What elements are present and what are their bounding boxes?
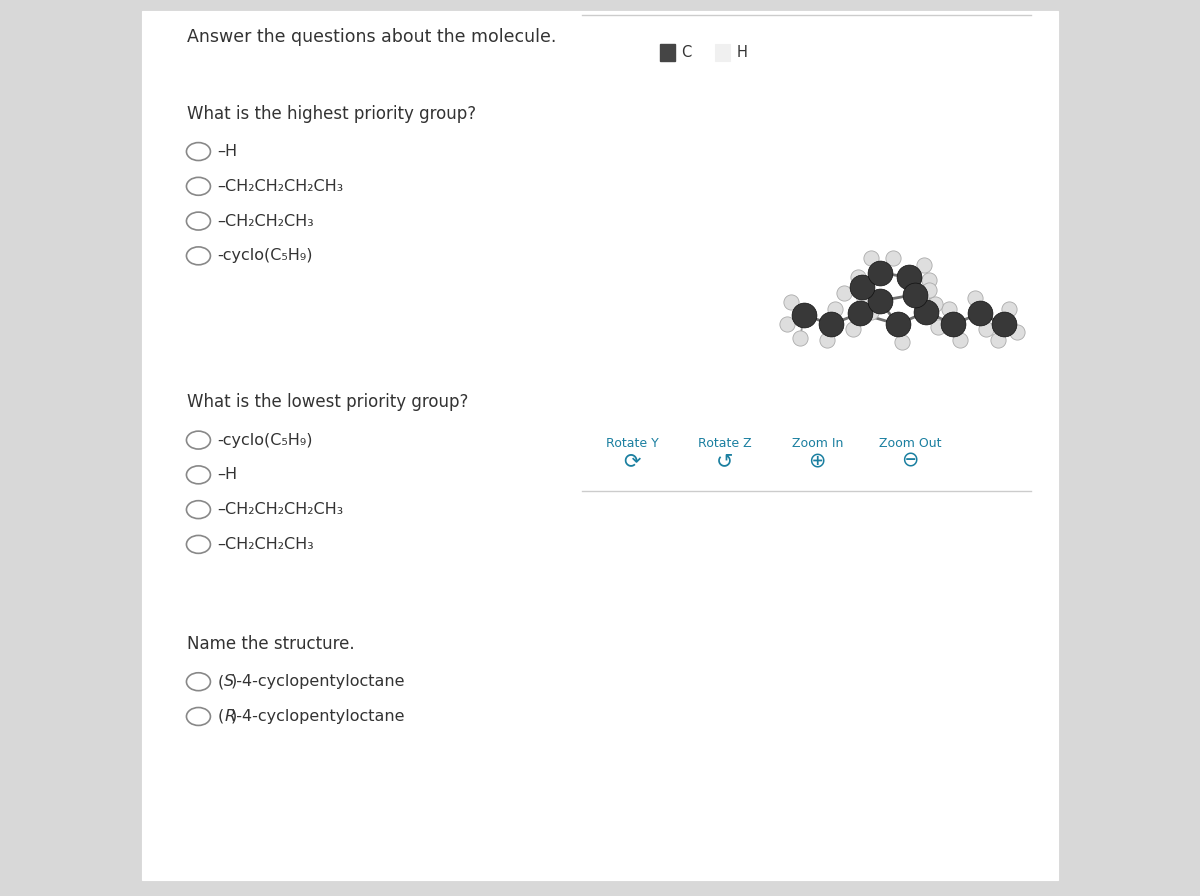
Point — [883, 251, 902, 265]
Text: H: H — [737, 45, 748, 60]
Text: )-4-cyclopentyloctane: )-4-cyclopentyloctane — [230, 709, 406, 724]
Point — [912, 289, 931, 303]
Point — [817, 332, 836, 347]
Circle shape — [186, 431, 210, 449]
Text: –CH₂CH₂CH₃: –CH₂CH₂CH₃ — [217, 213, 314, 228]
Text: Rotate Y: Rotate Y — [606, 436, 659, 450]
Point — [914, 258, 934, 272]
Point — [794, 308, 814, 323]
Text: –H: –H — [217, 468, 238, 482]
Text: What is the lowest priority group?: What is the lowest priority group? — [187, 393, 469, 411]
Point — [919, 273, 938, 288]
Circle shape — [186, 501, 210, 519]
Text: C: C — [682, 45, 691, 60]
Circle shape — [186, 466, 210, 484]
Point — [940, 301, 959, 315]
Point — [854, 290, 874, 305]
Point — [893, 334, 912, 349]
Point — [970, 306, 989, 321]
Text: –H: –H — [217, 144, 238, 159]
Text: )-4-cyclopentyloctane: )-4-cyclopentyloctane — [230, 674, 406, 689]
Point — [851, 306, 870, 321]
Text: R: R — [224, 709, 235, 724]
Point — [778, 317, 797, 332]
Text: ⟳: ⟳ — [623, 451, 641, 471]
Bar — [660, 45, 676, 61]
Text: (: ( — [217, 674, 224, 689]
Point — [835, 286, 854, 300]
Point — [906, 288, 925, 302]
Text: S: S — [224, 674, 234, 689]
Point — [826, 301, 845, 315]
Point — [925, 297, 944, 311]
Point — [943, 317, 962, 332]
Circle shape — [186, 177, 210, 195]
Circle shape — [186, 142, 210, 160]
Point — [919, 282, 938, 297]
Point — [870, 265, 889, 280]
Point — [917, 305, 936, 319]
Point — [852, 280, 871, 294]
Circle shape — [186, 536, 210, 554]
Text: –CH₂CH₂CH₂CH₃: –CH₂CH₂CH₂CH₃ — [217, 179, 344, 194]
Point — [862, 251, 881, 265]
Circle shape — [186, 212, 210, 230]
Point — [950, 332, 970, 347]
Point — [998, 301, 1018, 315]
Point — [995, 317, 1014, 332]
Circle shape — [186, 673, 210, 691]
Point — [844, 322, 863, 336]
Circle shape — [186, 247, 210, 265]
Text: –CH₂CH₂CH₂CH₃: –CH₂CH₂CH₂CH₃ — [217, 502, 344, 517]
Text: ⊖: ⊖ — [901, 451, 919, 471]
Point — [1008, 325, 1027, 340]
Point — [988, 332, 1007, 347]
Text: –CH₂CH₂CH₃: –CH₂CH₂CH₃ — [217, 537, 314, 552]
Point — [977, 322, 996, 336]
Point — [862, 305, 881, 319]
Text: -cyclo(C₅H₉): -cyclo(C₅H₉) — [217, 248, 313, 263]
Point — [848, 270, 868, 284]
Bar — [142, 11, 1058, 880]
Text: ↺: ↺ — [716, 451, 733, 471]
Text: Answer the questions about the molecule.: Answer the questions about the molecule. — [187, 28, 557, 46]
Point — [928, 320, 947, 334]
Text: (: ( — [217, 709, 224, 724]
Point — [781, 296, 800, 310]
Text: Zoom Out: Zoom Out — [878, 436, 941, 450]
Text: ⊕: ⊕ — [809, 451, 826, 471]
Point — [888, 317, 907, 332]
Point — [791, 332, 810, 346]
Circle shape — [186, 708, 210, 726]
Point — [966, 290, 985, 305]
Text: Name the structure.: Name the structure. — [187, 634, 355, 653]
Text: What is the highest priority group?: What is the highest priority group? — [187, 105, 476, 123]
Text: -cyclo(C₅H₉): -cyclo(C₅H₉) — [217, 433, 313, 448]
Bar — [715, 45, 730, 61]
Point — [821, 317, 840, 332]
Text: Zoom In: Zoom In — [792, 436, 842, 450]
Text: Rotate Z: Rotate Z — [698, 436, 751, 450]
Point — [870, 294, 889, 308]
Point — [899, 270, 918, 284]
